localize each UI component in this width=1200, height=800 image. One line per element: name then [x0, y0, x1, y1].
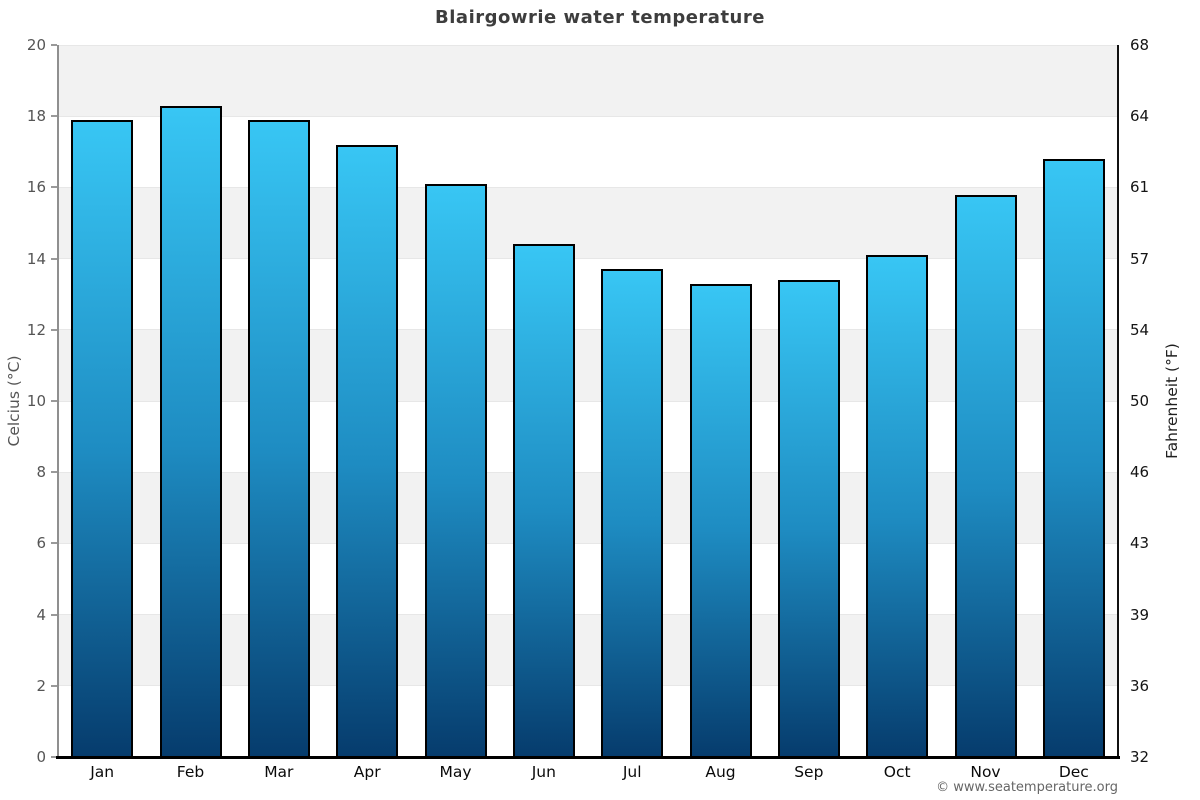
y-tick-label-fahrenheit: 64 — [1130, 107, 1150, 126]
x-tick-label-apr: Apr — [353, 763, 381, 781]
bar-mar — [247, 119, 310, 758]
y-tick-label-fahrenheit: 68 — [1130, 36, 1150, 54]
y-tick-label-celsius: 16 — [26, 178, 46, 197]
gridline — [58, 115, 1118, 117]
grid-band — [58, 116, 1118, 188]
gridline — [58, 542, 1118, 544]
grid-band — [58, 472, 1118, 544]
x-axis-line — [56, 756, 1120, 759]
y-tick-label-fahrenheit: 39 — [1130, 605, 1150, 624]
y-tick-label-celsius: 12 — [26, 320, 46, 339]
y-tick-mark — [51, 328, 57, 331]
y-tick-label-celsius: 10 — [26, 392, 46, 410]
y-tick-label-fahrenheit: 32 — [1130, 748, 1150, 766]
bar-jul — [601, 269, 664, 758]
gridline — [58, 471, 1118, 473]
x-tick-label-dec: Dec — [1058, 763, 1089, 781]
y-tick-mark — [51, 542, 57, 545]
y-tick-label-celsius: 18 — [26, 107, 46, 126]
gridline — [58, 186, 1118, 188]
y-tick-label-celsius: 20 — [26, 36, 46, 54]
y-tick-label-celsius: 6 — [36, 534, 46, 553]
grid-band — [58, 45, 1118, 117]
grid-band — [58, 401, 1118, 473]
y-tick-mark — [51, 186, 57, 189]
grid-band — [58, 543, 1118, 615]
y-tick-label-celsius: 8 — [36, 463, 46, 482]
bar-aug — [689, 283, 752, 758]
y-tick-label-celsius: 2 — [36, 676, 46, 695]
y-axis-line-left — [57, 45, 59, 757]
y-tick-mark — [51, 44, 57, 46]
y-tick-mark — [51, 684, 57, 687]
x-tick-label-jun: Jun — [531, 763, 556, 781]
y-tick-mark — [51, 257, 57, 260]
y-tick-label-celsius: 4 — [36, 605, 46, 624]
x-tick-label-may: May — [439, 763, 472, 781]
x-tick-label-jul: Jul — [622, 763, 642, 781]
gridline — [58, 400, 1118, 402]
y-tick-label-celsius: 0 — [36, 748, 46, 766]
x-tick-label-feb: Feb — [176, 763, 205, 781]
y-tick-label-fahrenheit: 57 — [1130, 249, 1150, 268]
gridline — [58, 329, 1118, 331]
footer-credit: © www.seatemperature.org — [936, 780, 1118, 795]
y-tick-label-fahrenheit: 46 — [1130, 463, 1150, 482]
y-tick-mark — [51, 400, 57, 402]
chart-title: Blairgowrie water temperature — [435, 7, 765, 28]
grid-band — [58, 329, 1118, 401]
y-tick-label-fahrenheit: 43 — [1130, 534, 1150, 553]
x-tick-label-aug: Aug — [705, 763, 736, 781]
y-tick-label-fahrenheit: 50 — [1130, 392, 1150, 410]
y-tick-label-fahrenheit: 61 — [1130, 178, 1150, 197]
x-tick-label-nov: Nov — [970, 763, 1001, 781]
y-tick-label-celsius: 14 — [26, 249, 46, 268]
x-tick-label-sep: Sep — [794, 763, 824, 781]
y-axis-line-right — [1117, 45, 1119, 757]
bar-apr — [336, 144, 399, 758]
grid-band — [58, 685, 1118, 757]
x-tick-label-jan: Jan — [90, 763, 115, 781]
x-tick-label-oct: Oct — [883, 763, 911, 781]
y-tick-label-fahrenheit: 54 — [1130, 320, 1150, 339]
y-tick-mark — [51, 471, 57, 474]
gridline — [58, 685, 1118, 687]
y-tick-mark — [51, 756, 57, 758]
y-tick-label-fahrenheit: 36 — [1130, 676, 1150, 695]
y-tick-mark — [51, 613, 57, 616]
bar-may — [424, 183, 487, 758]
grid-band — [58, 614, 1118, 686]
gridline — [58, 258, 1118, 260]
bar-oct — [866, 255, 929, 758]
y-tick-mark — [51, 115, 57, 118]
bar-jan — [71, 119, 134, 758]
grid-band — [58, 187, 1118, 259]
gridline — [58, 44, 1118, 46]
bar-sep — [777, 279, 840, 758]
gridline — [58, 614, 1118, 616]
bar-nov — [954, 194, 1017, 758]
bar-feb — [159, 105, 222, 758]
x-tick-label-mar: Mar — [264, 763, 294, 781]
grid-band — [58, 258, 1118, 330]
bar-dec — [1042, 158, 1105, 758]
bar-jun — [512, 244, 575, 758]
